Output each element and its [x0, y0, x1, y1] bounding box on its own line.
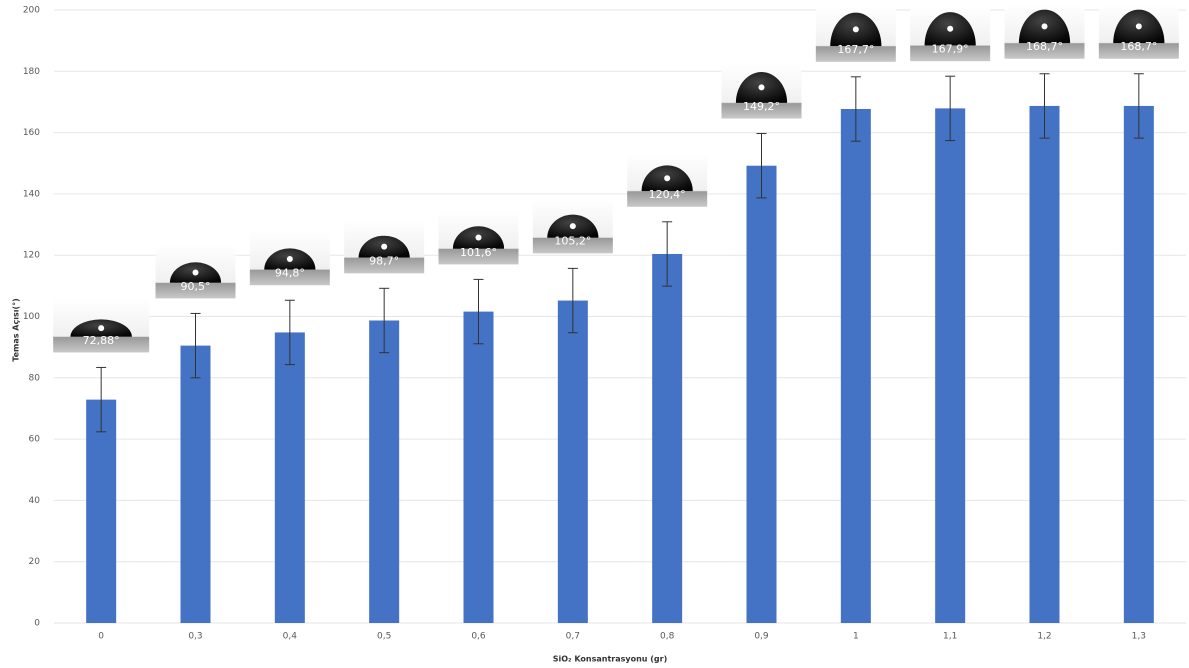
y-tick-label: 0	[34, 619, 40, 629]
x-tick-label: 0,8	[660, 632, 675, 642]
bar	[1123, 105, 1154, 623]
droplet-highlight	[381, 243, 388, 250]
droplet-highlight	[569, 223, 576, 230]
error-bar	[662, 221, 673, 287]
x-tick-label: 0,9	[754, 632, 769, 642]
bar	[746, 165, 777, 623]
bar	[1029, 105, 1060, 623]
bar	[463, 311, 494, 623]
bar	[86, 399, 117, 623]
value-label: 98,7°	[369, 255, 399, 268]
value-label: 167,7°	[837, 43, 874, 56]
droplet-highlight	[192, 269, 199, 276]
x-tick-label: 0,3	[188, 632, 202, 642]
bar	[274, 332, 305, 623]
error-bar	[284, 299, 295, 366]
droplet-highlight	[1041, 23, 1048, 30]
y-tick-label: 200	[23, 6, 40, 16]
value-label: 168,7°	[1120, 40, 1157, 53]
droplet-highlight	[475, 234, 482, 241]
y-tick-label: 120	[23, 251, 40, 261]
value-label: 167,9°	[932, 43, 969, 56]
droplet-image: 101,6°	[438, 210, 519, 265]
value-label: 105,2°	[554, 235, 591, 248]
value-label: 168,7°	[1026, 40, 1063, 53]
droplet-highlight	[758, 84, 765, 91]
value-label: 94,8°	[275, 267, 305, 280]
x-tick-label: 0	[98, 632, 104, 642]
error-bar	[96, 366, 107, 433]
bar	[557, 300, 588, 623]
droplet-image: 90,5°	[155, 244, 236, 299]
droplet-image: 94,8°	[249, 231, 330, 286]
error-bar	[945, 75, 956, 142]
droplet-image: 98,7°	[344, 219, 425, 274]
y-tick-label: 20	[29, 557, 41, 567]
error-bar	[1039, 73, 1050, 139]
x-tick-label: 1,2	[1037, 632, 1051, 642]
droplet-image: 168,7°	[1098, 4, 1179, 59]
droplet-image: 167,9°	[910, 7, 991, 62]
x-tick-label: 0,5	[377, 632, 391, 642]
error-bar	[473, 278, 484, 345]
bar	[840, 108, 871, 623]
x-tick-label: 1	[853, 632, 859, 642]
droplet-highlight	[98, 325, 105, 332]
droplet-highlight	[286, 255, 293, 262]
y-tick-label: 140	[23, 189, 40, 199]
x-tick-label: 0,4	[283, 632, 298, 642]
y-tick-label: 180	[23, 67, 40, 77]
droplet-image: 149,2°	[721, 64, 802, 119]
x-tick-label: 0,6	[471, 632, 486, 642]
y-tick-label: 40	[29, 496, 41, 506]
error-bar	[756, 133, 767, 199]
bar	[369, 320, 400, 623]
droplet-image: 167,7°	[815, 7, 896, 62]
error-bar	[850, 76, 861, 142]
bar	[935, 108, 966, 624]
droplet-image: 105,2°	[532, 199, 613, 254]
droplet-highlight	[852, 26, 859, 33]
droplet-highlight	[1135, 23, 1142, 30]
error-bar	[567, 267, 578, 334]
x-tick-label: 1,1	[943, 632, 957, 642]
error-bar	[190, 312, 201, 379]
value-label: 72,88°	[83, 334, 120, 347]
droplet-highlight	[664, 175, 671, 182]
droplet-image: 120,4°	[627, 152, 708, 207]
y-tick-label: 160	[23, 128, 40, 138]
bar	[652, 253, 683, 623]
droplet-image: 168,7°	[1004, 4, 1085, 59]
error-bar	[1133, 73, 1144, 139]
x-tick-label: 0,7	[566, 632, 580, 642]
value-label: 101,6°	[460, 246, 497, 259]
y-tick-label: 100	[23, 312, 40, 322]
value-label: 120,4°	[649, 188, 686, 201]
droplet-image: 72,88°	[53, 298, 150, 353]
bar	[180, 345, 211, 623]
value-label: 90,5°	[181, 280, 211, 293]
droplet-highlight	[947, 25, 954, 32]
y-tick-label: 60	[29, 435, 41, 445]
x-axis-label: SiO₂ Konsantrasyonu (gr)	[553, 655, 668, 664]
y-tick-label: 80	[29, 373, 41, 383]
x-tick-label: 1,3	[1132, 632, 1146, 642]
y-axis-label: Temas Açısı(°)	[12, 298, 21, 362]
value-label: 149,2°	[743, 100, 780, 113]
error-bar	[379, 287, 390, 354]
